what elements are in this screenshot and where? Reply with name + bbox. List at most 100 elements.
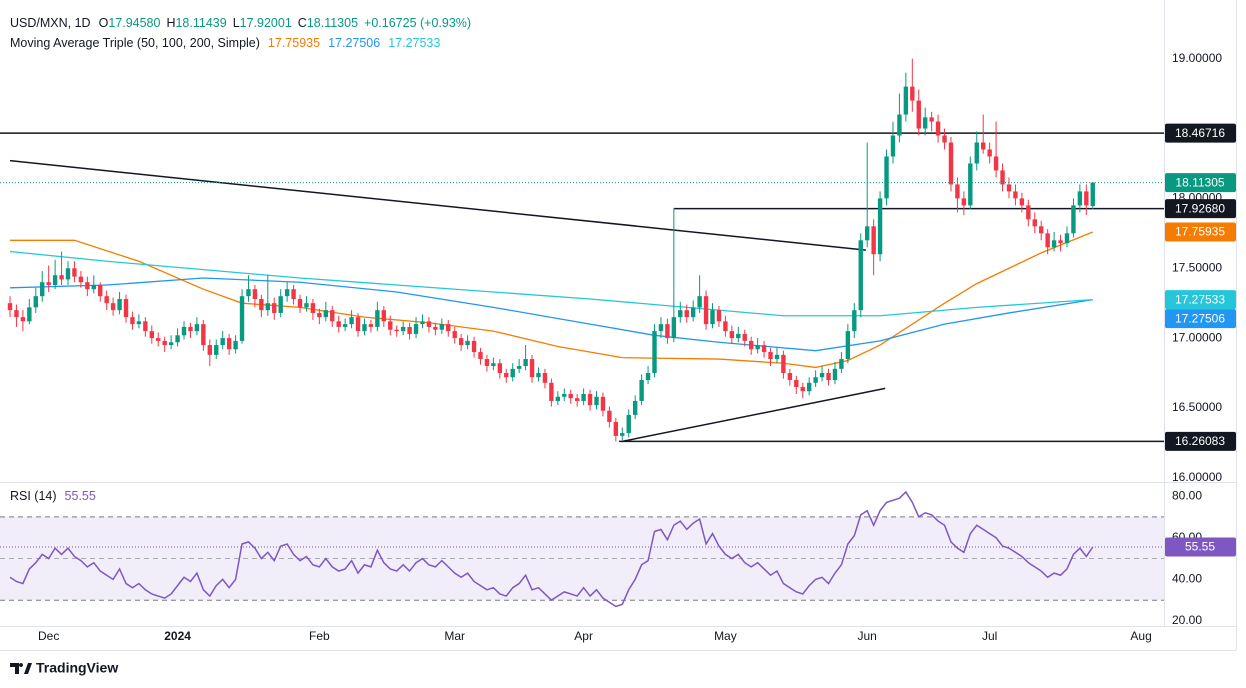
candle-body [536, 373, 541, 378]
candle-body [214, 345, 219, 355]
candle-body [407, 326, 412, 334]
candle-body [529, 359, 535, 378]
x-tick-label: Dec [38, 629, 59, 643]
current-price-tag-bg [1165, 173, 1236, 193]
candle-body [304, 303, 309, 308]
ohlc-value: 17.94580 [108, 16, 160, 30]
candle-body [368, 324, 374, 327]
candle-body [781, 354, 786, 374]
candle-body [156, 338, 161, 341]
candle-body [510, 368, 515, 378]
candle-body [768, 352, 773, 360]
ohlc-value: 18.11439 [175, 16, 226, 30]
candle-body [1032, 219, 1037, 227]
candle-body [259, 298, 264, 311]
candle-body [568, 393, 573, 399]
candle-body [974, 142, 979, 164]
y-tick-label: 19.00000 [1172, 51, 1222, 65]
candle-body [613, 421, 619, 436]
ohlc-key: O [99, 16, 109, 30]
candle-body [336, 321, 341, 327]
candle-body [697, 296, 702, 308]
moving-average-tag: 17.75935 [1175, 225, 1225, 239]
candle-body [381, 310, 387, 322]
x-tick-label: May [714, 629, 737, 643]
x-tick-label: Feb [309, 629, 330, 643]
candle-body [993, 156, 999, 171]
candle-body [162, 340, 167, 346]
candle-body [46, 282, 51, 286]
x-tick-label: Jul [982, 629, 997, 643]
candle-body [297, 298, 303, 308]
candle-body [671, 317, 677, 339]
y-tick-label: 16.00000 [1172, 470, 1222, 484]
candle-body [1090, 182, 1095, 206]
candle-body [1051, 240, 1057, 248]
brand-logo: TradingView [10, 660, 118, 676]
candle-body [85, 282, 90, 290]
candle-body [181, 326, 187, 336]
candle-body [897, 114, 902, 136]
rsi-value: 55.55 [65, 489, 96, 503]
candle-body [484, 359, 490, 367]
candle-body [587, 393, 593, 406]
candle-body [355, 317, 361, 332]
rsi-tick-label: 40.00 [1172, 572, 1202, 586]
candle-body [516, 366, 522, 369]
candle-body [175, 335, 180, 343]
candle-body [955, 184, 960, 199]
candle-body [948, 142, 954, 185]
candle-body [1058, 240, 1063, 244]
level-tag: 16.26083 [1175, 434, 1225, 448]
header-line: USD/MXN, 1D O17.94580 H18.11439 L17.92001 C1… [10, 16, 471, 30]
level-tag-bg [1165, 199, 1236, 219]
candle-body [574, 398, 580, 401]
ohlc-key: H [166, 16, 175, 30]
moving-average-line [10, 231, 1094, 369]
candle-body [1000, 170, 1005, 185]
indicator-title: Moving Average Triple (50, 100, 200, Sim… [10, 36, 260, 50]
candle-body [110, 303, 116, 311]
candle-body [14, 310, 19, 318]
candle-body [665, 324, 670, 339]
candle-body [497, 363, 503, 374]
candle-body [1084, 191, 1089, 206]
candle-body [478, 352, 483, 360]
moving-average-tag: 17.27506 [1175, 311, 1225, 325]
candle-body [871, 226, 876, 255]
candle-body [349, 317, 354, 325]
candle-body [426, 321, 432, 327]
moving-average-line [9, 250, 1093, 317]
candle-body [78, 276, 84, 283]
rsi-header: RSI (14) 55.55 [10, 489, 96, 503]
candle-body [433, 326, 438, 330]
candle-body [1039, 226, 1044, 234]
candle-body [600, 396, 606, 411]
x-tick-label: Jun [858, 629, 877, 643]
candle-body [806, 382, 812, 392]
candle-body [33, 296, 38, 308]
candle-body [104, 296, 109, 304]
candle-body [278, 296, 283, 313]
candle-body [710, 310, 715, 325]
candle-body [330, 310, 335, 322]
candle-body [194, 324, 200, 332]
candle-body [774, 354, 780, 360]
candle-body [491, 363, 496, 367]
candle-body [748, 340, 754, 350]
candle-body [1045, 233, 1050, 248]
candle-body [639, 380, 644, 401]
candle-body [317, 312, 322, 318]
brand-name: TradingView [36, 660, 118, 676]
candle-body [787, 373, 793, 381]
symbol: USD/MXN, 1D [10, 16, 91, 30]
y-tick-label: 17.00000 [1172, 330, 1222, 344]
candle-body [439, 324, 445, 330]
candle-body [729, 331, 735, 339]
candle-body [1077, 191, 1083, 206]
candle-body [736, 333, 741, 339]
candle-body [684, 310, 689, 318]
candle-body [832, 368, 838, 381]
candle-body [852, 310, 857, 332]
candle-body [362, 324, 367, 332]
